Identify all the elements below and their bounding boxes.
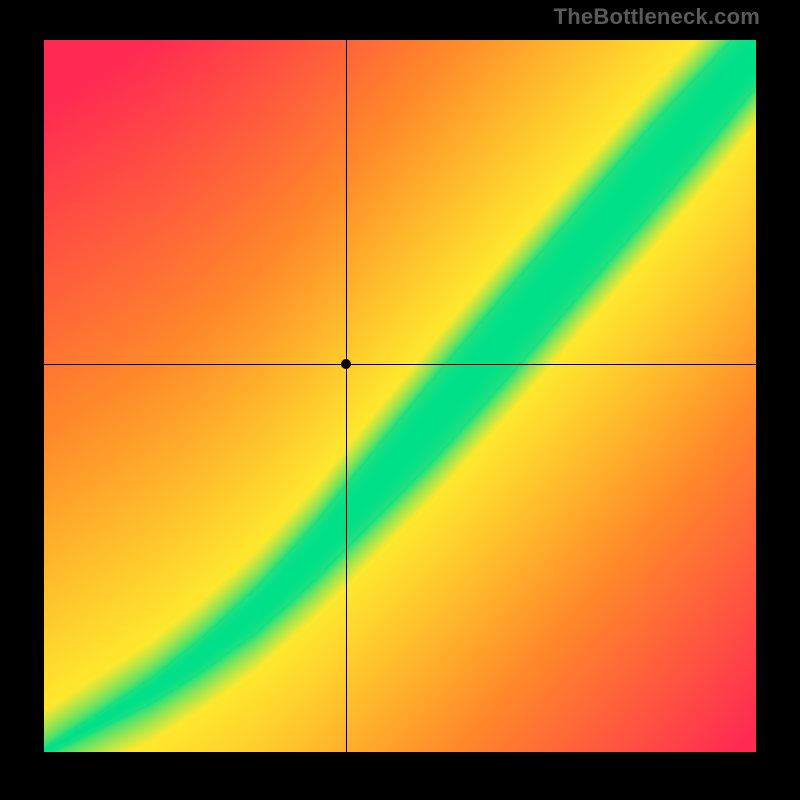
crosshair-marker-dot	[341, 359, 351, 369]
watermark-text: TheBottleneck.com	[554, 4, 760, 30]
crosshair-vertical	[346, 40, 347, 752]
bottleneck-heatmap	[44, 40, 756, 752]
crosshair-horizontal	[44, 364, 756, 365]
